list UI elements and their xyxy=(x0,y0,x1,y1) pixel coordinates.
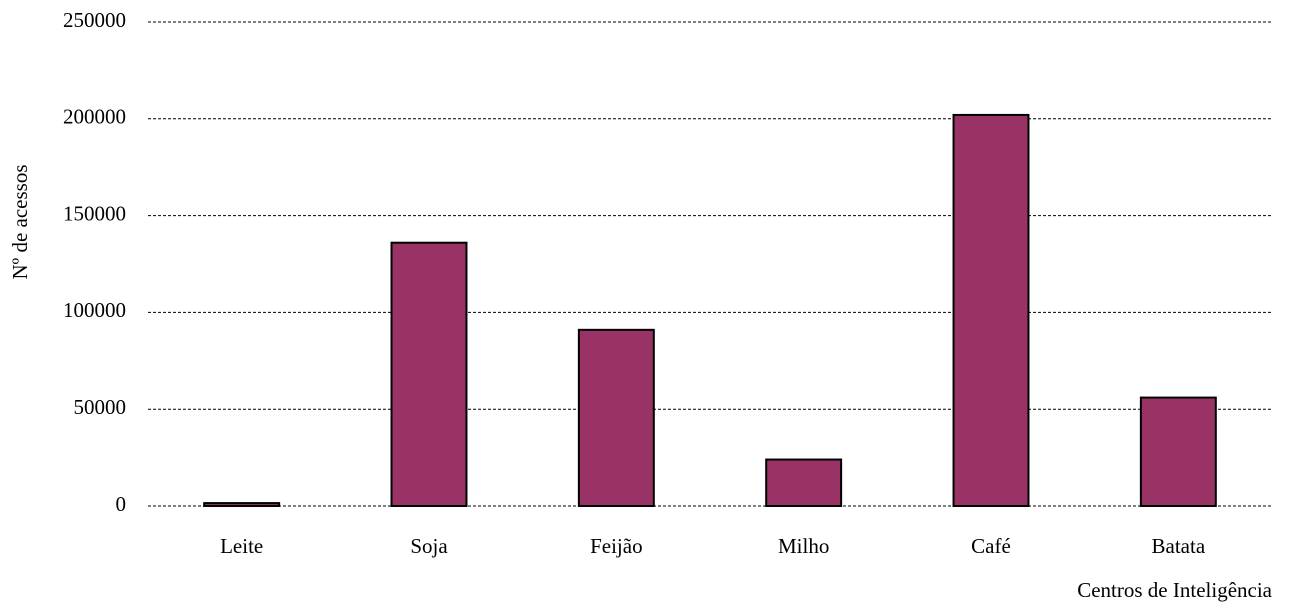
x-tick-label: Feijão xyxy=(590,534,643,558)
x-tick-label: Batata xyxy=(1152,534,1206,558)
x-tick-label: Soja xyxy=(410,534,448,558)
y-axis-label: Nº de acessos xyxy=(8,165,32,280)
x-axis-label: Centros de Inteligência xyxy=(1077,578,1272,602)
bar xyxy=(1139,396,1217,508)
y-tick-label: 100000 xyxy=(63,298,126,322)
bar xyxy=(577,328,655,507)
y-tick-label: 0 xyxy=(116,492,127,516)
bar xyxy=(390,241,468,507)
y-tick-label: 150000 xyxy=(63,201,126,225)
y-tick-label: 50000 xyxy=(74,395,127,419)
bar xyxy=(952,113,1030,507)
x-tick-label: Café xyxy=(971,534,1011,558)
bar xyxy=(203,502,281,508)
x-tick-label: Leite xyxy=(220,534,263,558)
bar xyxy=(765,458,843,508)
x-tick-label: Milho xyxy=(778,534,829,558)
y-tick-label: 250000 xyxy=(63,8,126,32)
y-tick-label: 200000 xyxy=(63,105,126,129)
